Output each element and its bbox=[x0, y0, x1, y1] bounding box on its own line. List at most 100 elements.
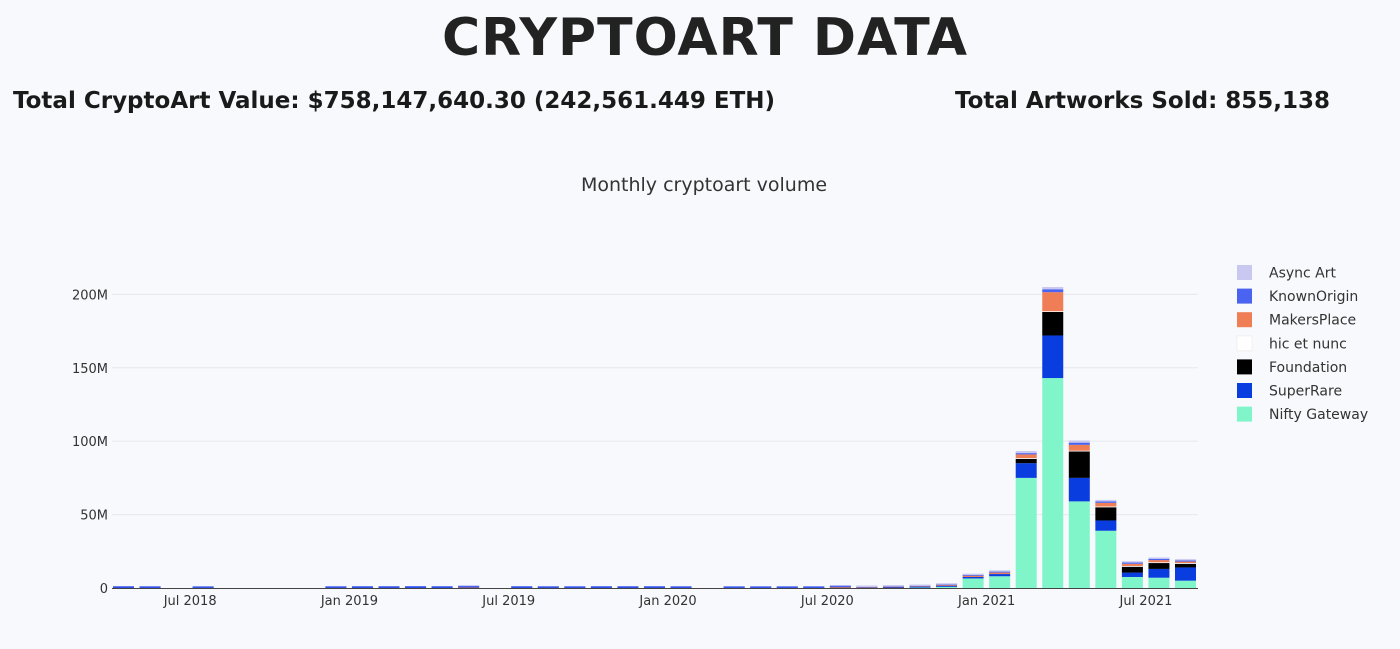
bar-segment[interactable] bbox=[670, 586, 692, 588]
bar-stack[interactable] bbox=[1121, 561, 1143, 588]
bar-segment[interactable] bbox=[962, 578, 984, 588]
bar-segment[interactable] bbox=[962, 575, 984, 577]
bar-segment[interactable] bbox=[1095, 501, 1117, 503]
bar-stack[interactable] bbox=[989, 570, 1011, 588]
bar-segment[interactable] bbox=[962, 573, 984, 576]
bar-segment[interactable] bbox=[1015, 463, 1037, 478]
bar-segment[interactable] bbox=[1095, 499, 1117, 502]
bar-segment[interactable] bbox=[113, 586, 134, 588]
bar-segment[interactable] bbox=[1042, 289, 1064, 293]
bar-segment[interactable] bbox=[989, 571, 1011, 573]
bar-segment[interactable] bbox=[882, 585, 904, 587]
bar-stack[interactable] bbox=[458, 585, 480, 588]
bar-stack[interactable] bbox=[192, 586, 214, 588]
bar-segment[interactable] bbox=[192, 586, 214, 588]
bar-segment[interactable] bbox=[1148, 563, 1170, 569]
bar-segment[interactable] bbox=[1015, 457, 1037, 459]
bar-segment[interactable] bbox=[829, 585, 851, 587]
bar-stack[interactable] bbox=[1095, 499, 1117, 588]
bar-stack[interactable] bbox=[325, 586, 347, 588]
legend-item[interactable]: Nifty Gateway bbox=[1237, 406, 1368, 424]
bar-stack[interactable] bbox=[856, 585, 878, 588]
bar-segment[interactable] bbox=[909, 584, 931, 586]
bar-segment[interactable] bbox=[1015, 477, 1037, 588]
bar-segment[interactable] bbox=[1015, 452, 1037, 455]
bar-stack[interactable] bbox=[1175, 559, 1196, 588]
bar-segment[interactable] bbox=[1068, 477, 1090, 502]
bar-segment[interactable] bbox=[803, 586, 825, 588]
bar-stack[interactable] bbox=[431, 586, 453, 588]
bar-stack[interactable] bbox=[590, 586, 612, 588]
bar-segment[interactable] bbox=[1095, 505, 1117, 508]
bar-segment[interactable] bbox=[1015, 451, 1037, 454]
bar-segment[interactable] bbox=[1175, 563, 1196, 568]
bar-segment[interactable] bbox=[1068, 450, 1090, 452]
bar-segment[interactable] bbox=[1121, 563, 1143, 566]
bar-segment[interactable] bbox=[564, 586, 586, 588]
bar-segment[interactable] bbox=[1148, 577, 1170, 588]
bar-segment[interactable] bbox=[936, 585, 958, 587]
bar-segment[interactable] bbox=[139, 586, 161, 588]
bar-segment[interactable] bbox=[856, 585, 878, 588]
bar-segment[interactable] bbox=[1095, 530, 1117, 588]
bar-segment[interactable] bbox=[1042, 311, 1064, 336]
bar-stack[interactable] bbox=[750, 586, 772, 588]
bar-stack[interactable] bbox=[1042, 287, 1064, 588]
bar-stack[interactable] bbox=[644, 586, 665, 588]
bar-stack[interactable] bbox=[803, 586, 825, 588]
bar-segment[interactable] bbox=[1148, 557, 1170, 559]
bar-segment[interactable] bbox=[537, 586, 559, 588]
bar-segment[interactable] bbox=[644, 586, 665, 588]
bar-segment[interactable] bbox=[989, 574, 1011, 577]
bar-segment[interactable] bbox=[590, 586, 612, 588]
bar-segment[interactable] bbox=[723, 586, 745, 588]
bar-segment[interactable] bbox=[1068, 444, 1090, 451]
bar-segment[interactable] bbox=[1068, 442, 1090, 445]
bar-segment[interactable] bbox=[962, 576, 984, 579]
bar-segment[interactable] bbox=[1015, 454, 1037, 459]
bar-segment[interactable] bbox=[1042, 287, 1064, 290]
bar-stack[interactable] bbox=[882, 585, 904, 588]
legend-item[interactable]: MakersPlace bbox=[1237, 312, 1356, 329]
bar-segment[interactable] bbox=[458, 585, 480, 588]
bar-segment[interactable] bbox=[1095, 520, 1117, 531]
bar-segment[interactable] bbox=[617, 586, 639, 588]
bar-segment[interactable] bbox=[511, 586, 533, 588]
bar-segment[interactable] bbox=[1121, 562, 1143, 564]
bar-segment[interactable] bbox=[405, 586, 427, 588]
legend-item[interactable]: hic et nunc bbox=[1236, 335, 1347, 353]
bar-stack[interactable] bbox=[936, 583, 958, 588]
bar-segment[interactable] bbox=[750, 586, 772, 588]
bar-segment[interactable] bbox=[1121, 576, 1143, 588]
legend[interactable]: Async Art KnownOrigin MakersPlace hic et nu… bbox=[1236, 265, 1368, 424]
bar-stack[interactable] bbox=[511, 586, 533, 588]
bar-segment[interactable] bbox=[1042, 310, 1064, 312]
bar-stack[interactable] bbox=[670, 586, 692, 588]
bar-segment[interactable] bbox=[1148, 558, 1170, 561]
bar-segment[interactable] bbox=[829, 586, 851, 588]
bar-segment[interactable] bbox=[989, 570, 1011, 572]
bar-segment[interactable] bbox=[1068, 440, 1090, 443]
bar-segment[interactable] bbox=[1175, 580, 1196, 588]
bar-stack[interactable] bbox=[1068, 440, 1090, 588]
bar-segment[interactable] bbox=[776, 586, 798, 588]
bar-stack[interactable] bbox=[1015, 451, 1037, 588]
bar-segment[interactable] bbox=[1095, 507, 1117, 521]
bar-stack[interactable] bbox=[723, 586, 745, 588]
bar-stack[interactable] bbox=[139, 586, 161, 588]
legend-item[interactable]: KnownOrigin bbox=[1237, 288, 1358, 306]
bar-segment[interactable] bbox=[431, 586, 453, 588]
bar-segment[interactable] bbox=[936, 586, 958, 588]
bar-segment[interactable] bbox=[325, 586, 347, 588]
bar-segment[interactable] bbox=[989, 576, 1011, 588]
bar-stack[interactable] bbox=[378, 586, 400, 588]
legend-item[interactable]: SuperRare bbox=[1237, 383, 1342, 400]
legend-item[interactable]: Foundation bbox=[1237, 359, 1347, 376]
bar-stack[interactable] bbox=[776, 586, 798, 588]
bar-stack[interactable] bbox=[1148, 557, 1170, 588]
bar-stack[interactable] bbox=[537, 586, 559, 588]
bar-segment[interactable] bbox=[882, 586, 904, 588]
bar-segment[interactable] bbox=[936, 584, 958, 586]
bar-stack[interactable] bbox=[113, 586, 134, 588]
bar-segment[interactable] bbox=[378, 586, 400, 588]
